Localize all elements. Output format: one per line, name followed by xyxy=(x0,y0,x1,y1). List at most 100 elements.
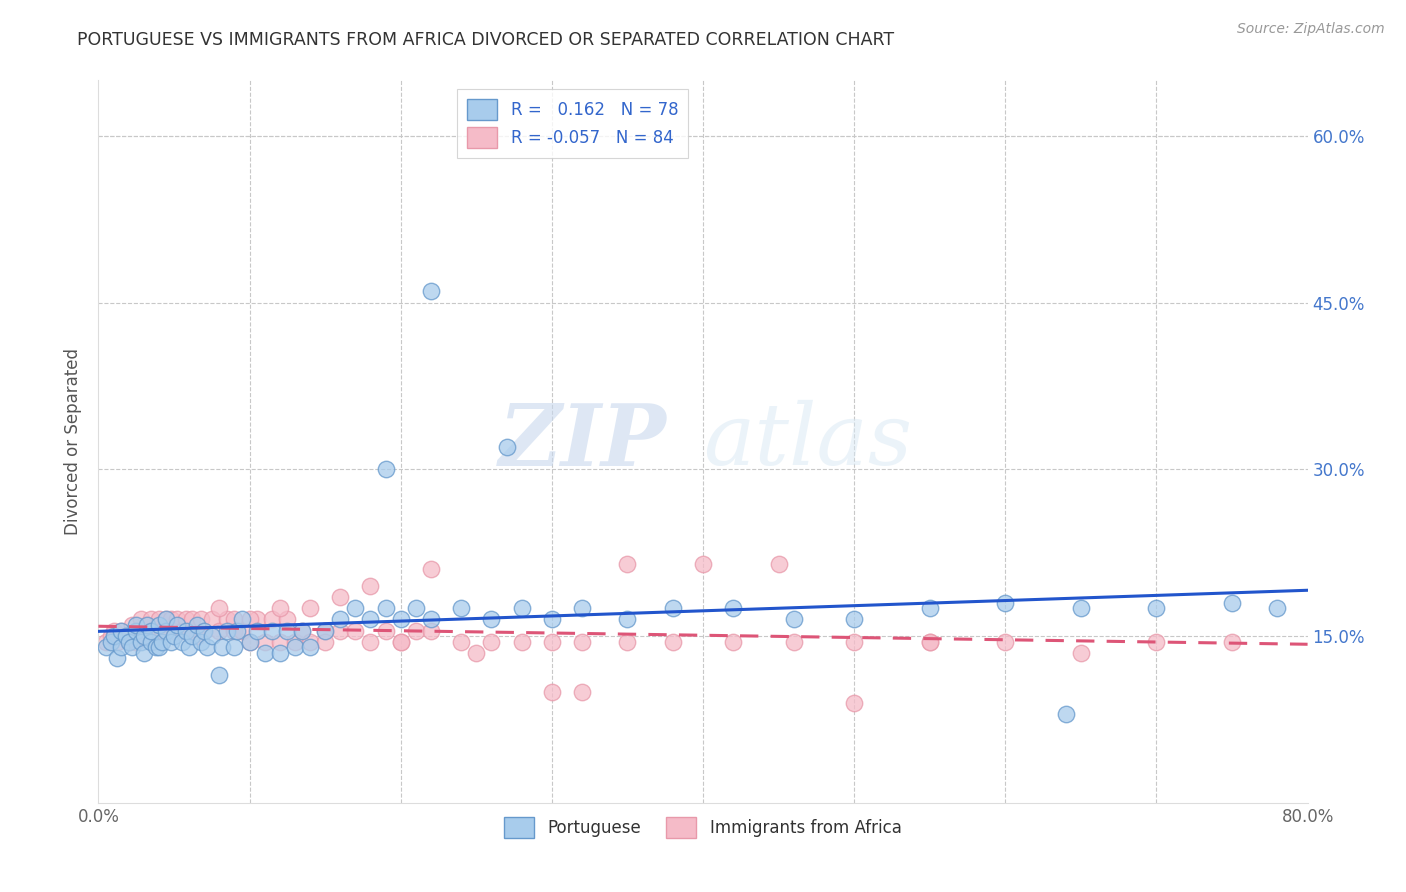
Point xyxy=(208,668,231,682)
Point xyxy=(616,634,638,648)
Point xyxy=(314,634,336,648)
Point xyxy=(465,646,488,660)
Point xyxy=(129,612,152,626)
Point xyxy=(186,629,208,643)
Point xyxy=(150,624,173,638)
Point xyxy=(105,634,128,648)
Point xyxy=(114,629,136,643)
Point xyxy=(155,612,177,626)
Point xyxy=(420,285,443,299)
Point xyxy=(291,624,314,638)
Point xyxy=(253,634,276,648)
Point xyxy=(190,612,212,626)
Point xyxy=(783,612,806,626)
Point xyxy=(540,612,562,626)
Point xyxy=(481,634,503,648)
Point xyxy=(141,624,163,638)
Point xyxy=(193,624,215,638)
Point xyxy=(918,601,941,615)
Point xyxy=(201,629,224,643)
Point xyxy=(141,634,163,648)
Point xyxy=(661,634,683,648)
Point xyxy=(994,596,1017,610)
Point xyxy=(844,612,866,626)
Point xyxy=(201,612,224,626)
Point xyxy=(269,646,291,660)
Point xyxy=(132,646,155,660)
Point xyxy=(329,624,352,638)
Point xyxy=(1144,601,1167,615)
Point xyxy=(481,612,503,626)
Point xyxy=(94,634,117,648)
Point xyxy=(132,629,155,643)
Point xyxy=(571,634,593,648)
Point xyxy=(1070,601,1092,615)
Point xyxy=(389,612,412,626)
Point xyxy=(135,618,157,632)
Point xyxy=(360,579,382,593)
Point xyxy=(844,696,866,710)
Point xyxy=(314,624,336,638)
Point xyxy=(344,601,367,615)
Point xyxy=(166,612,188,626)
Point xyxy=(1220,596,1243,610)
Point xyxy=(215,612,238,626)
Point xyxy=(110,624,132,638)
Point xyxy=(100,629,122,643)
Point xyxy=(276,624,298,638)
Point xyxy=(262,624,284,638)
Point xyxy=(299,634,322,648)
Point xyxy=(163,629,186,643)
Point xyxy=(215,624,238,638)
Point xyxy=(1144,634,1167,648)
Point xyxy=(132,629,155,643)
Point xyxy=(125,618,148,632)
Point xyxy=(148,618,170,632)
Point xyxy=(160,634,183,648)
Point xyxy=(224,640,246,655)
Point xyxy=(145,624,167,638)
Text: ZIP: ZIP xyxy=(499,400,666,483)
Point xyxy=(405,624,427,638)
Point xyxy=(141,634,163,648)
Legend: Portuguese, Immigrants from Africa: Portuguese, Immigrants from Africa xyxy=(498,810,908,845)
Point xyxy=(195,640,218,655)
Point xyxy=(284,640,307,655)
Point xyxy=(121,618,143,632)
Point xyxy=(163,624,186,638)
Point xyxy=(105,651,128,665)
Point xyxy=(166,618,188,632)
Point xyxy=(374,462,396,476)
Text: atlas: atlas xyxy=(703,401,912,483)
Point xyxy=(844,634,866,648)
Point xyxy=(994,634,1017,648)
Point xyxy=(262,612,284,626)
Point xyxy=(329,590,352,604)
Point xyxy=(783,634,806,648)
Point xyxy=(768,557,790,571)
Point xyxy=(170,624,193,638)
Point xyxy=(208,624,231,638)
Point xyxy=(224,612,246,626)
Point xyxy=(246,624,269,638)
Point xyxy=(125,624,148,638)
Point xyxy=(269,634,291,648)
Point xyxy=(125,624,148,638)
Point xyxy=(211,640,233,655)
Point xyxy=(155,612,177,626)
Point xyxy=(405,601,427,615)
Point xyxy=(723,601,745,615)
Point xyxy=(103,624,125,638)
Point xyxy=(193,624,215,638)
Point xyxy=(174,624,197,638)
Point xyxy=(135,618,157,632)
Point xyxy=(495,440,517,454)
Point xyxy=(389,634,412,648)
Point xyxy=(420,612,443,626)
Point xyxy=(571,684,593,698)
Point xyxy=(420,562,443,576)
Point xyxy=(145,640,167,655)
Point xyxy=(374,601,396,615)
Point xyxy=(114,629,136,643)
Point xyxy=(276,612,298,626)
